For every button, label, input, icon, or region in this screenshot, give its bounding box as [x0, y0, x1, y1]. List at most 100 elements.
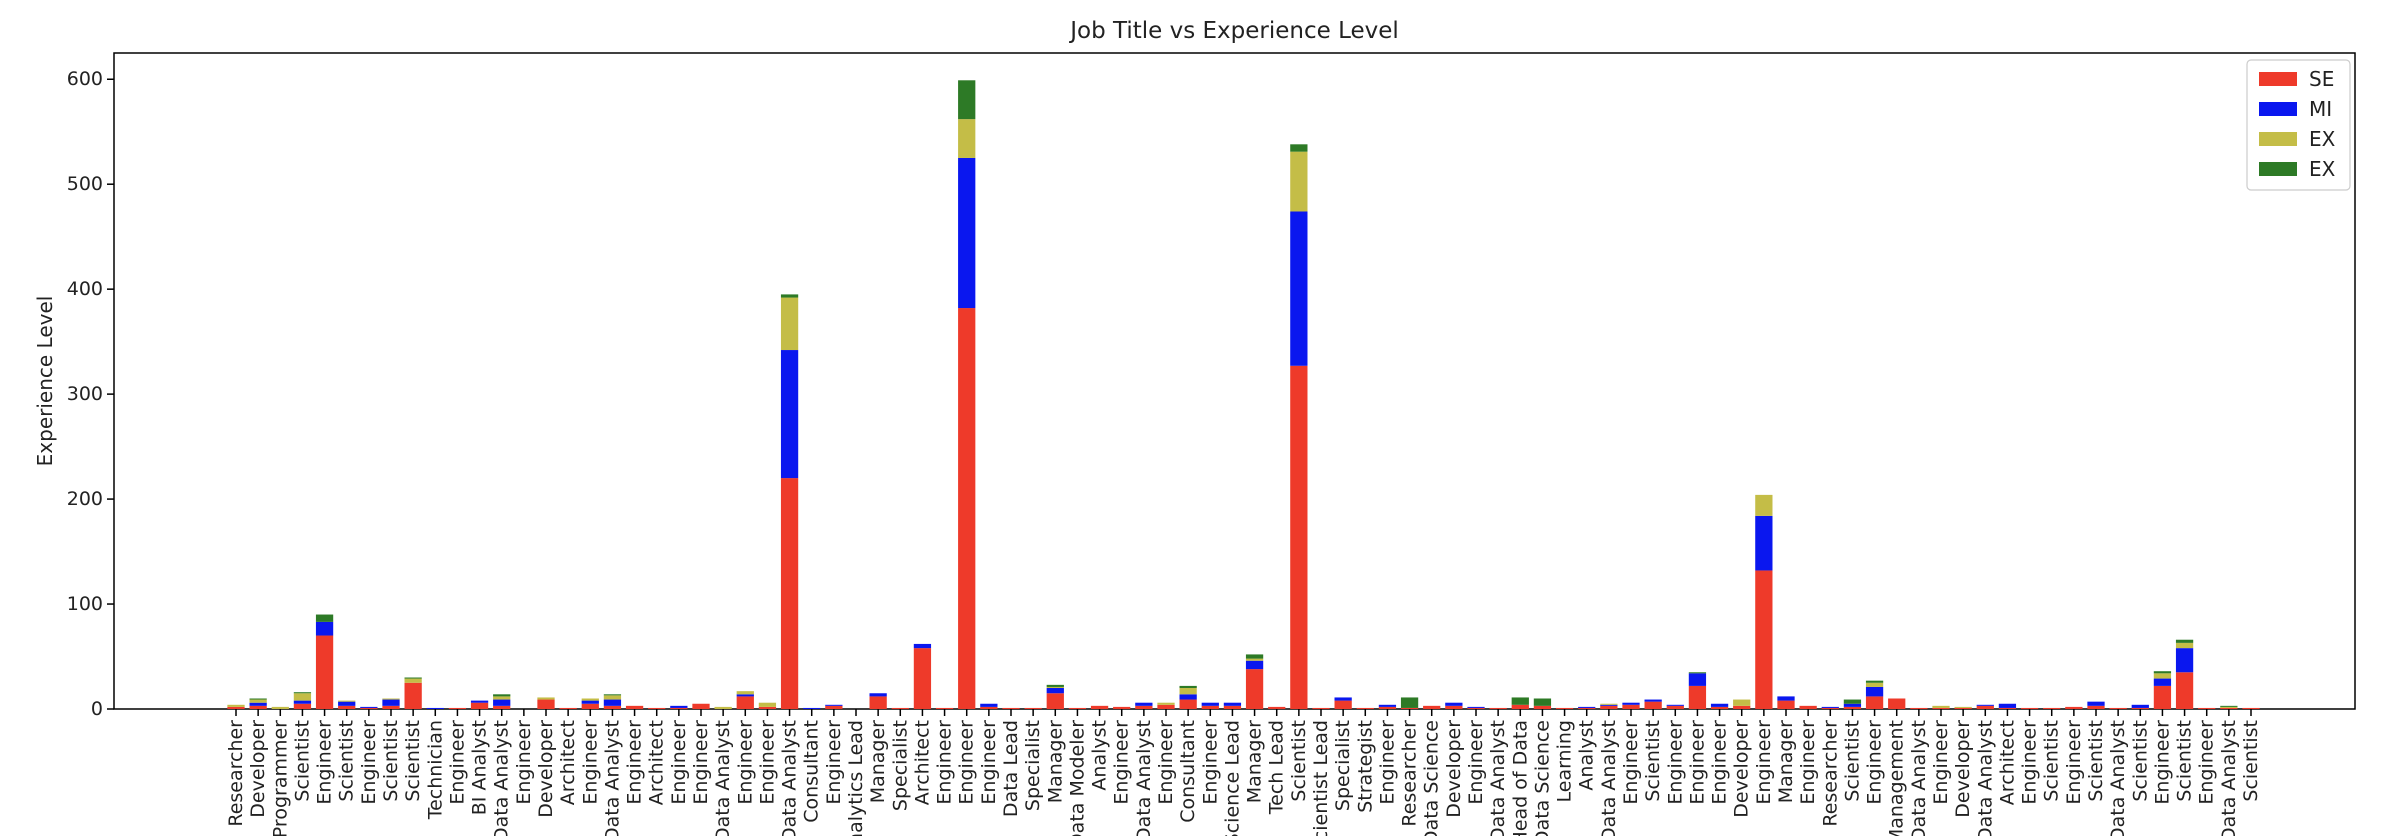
bar-segment-se-0	[1799, 705, 1817, 709]
bar-segment-mi-1	[1600, 704, 1618, 706]
bar-segment-mi-1	[1821, 706, 1839, 708]
bar-segment-se-0	[382, 705, 400, 709]
x-tick-label: Data Lead	[1000, 720, 1022, 817]
x-tick-label: Consultant	[801, 720, 823, 823]
x-tick-label: Manager	[867, 720, 889, 803]
bar-segment-ex-3	[958, 80, 976, 120]
bar-segment-se-0	[581, 703, 599, 709]
x-tick-label: Scientist Lead	[1310, 720, 1332, 836]
bar-segment-se-0	[1910, 707, 1928, 709]
x-tick-label: Data Analyst	[1908, 720, 1930, 836]
bar-segment-ex-2	[404, 678, 422, 683]
x-tick-label: Architect	[557, 720, 579, 805]
x-tick-label: Tech Lead	[1266, 720, 1288, 815]
bar-segment-mi-1	[360, 706, 378, 708]
bar-segment-se-0	[1356, 707, 1374, 709]
bar-segment-se-0	[1400, 707, 1419, 709]
x-tick-label: Management	[1886, 720, 1908, 836]
bar-segment-ex-2	[1954, 706, 1972, 708]
bar-segment-ex-3	[2175, 639, 2194, 643]
bar-segment-se-0	[670, 707, 688, 709]
bar-segment-se-0	[2087, 705, 2105, 709]
x-tick-label: Data Analyst	[1133, 720, 1155, 836]
bar-segment-se-0	[603, 705, 622, 709]
y-axis-label: Experience Level	[33, 296, 57, 467]
bar-segment-ex-3	[1688, 672, 1707, 674]
bar-segment-ex-2	[714, 706, 732, 709]
bar-segment-mi-1	[1710, 703, 1729, 707]
bar-segment-mi-1	[780, 350, 799, 479]
x-tick-label: Engineer	[668, 720, 690, 805]
x-tick-label: Learning	[1554, 720, 1576, 803]
y-tick-label: 300	[67, 383, 103, 405]
x-tick-label: Data Analyst	[2107, 720, 2129, 836]
y-tick-label: 400	[67, 278, 103, 300]
bar-segment-se-0	[493, 705, 511, 709]
bar-segment-mi-1	[1290, 211, 1308, 366]
bar-segment-se-0	[1932, 707, 1950, 709]
bar-segment-ex-2	[1733, 699, 1751, 706]
legend-swatch	[2259, 132, 2297, 146]
x-tick-label: Data Analyst	[491, 720, 513, 836]
x-tick-label: Manager	[1244, 720, 1266, 803]
bar-segment-ex-2	[271, 706, 289, 709]
bar-segment-se-0	[448, 707, 467, 709]
bar-segment-ex-2	[603, 695, 622, 700]
x-tick-label: Engineer	[1686, 720, 1708, 805]
y-tick-label: 200	[67, 488, 103, 510]
bar-segment-mi-1	[1135, 702, 1153, 706]
bar-segment-ex-2	[1932, 705, 1950, 708]
bar-segment-se-0	[1733, 705, 1751, 709]
bar-segment-se-0	[1865, 696, 1884, 709]
bar-segment-ex-2	[1865, 682, 1884, 687]
x-tick-label: Engineer	[1111, 720, 1133, 805]
x-tick-label: Scientist	[1642, 720, 1664, 802]
bar-segment-ex-2	[1600, 703, 1618, 705]
bar-segment-se-0	[1268, 706, 1286, 709]
x-tick-label: Data Science	[1531, 720, 1553, 836]
x-tick-label: Engineer	[513, 720, 535, 805]
bar-segment-se-0	[1179, 699, 1197, 709]
bar-segment-se-0	[2153, 685, 2172, 709]
x-tick-label: Data Analyst	[601, 720, 623, 836]
bar-segment-se-0	[404, 682, 422, 709]
bar-segment-se-0	[1223, 705, 1242, 709]
x-tick-label: Researcher	[225, 720, 247, 827]
bar-segment-se-0	[913, 648, 932, 709]
bar-segment-se-0	[360, 707, 378, 709]
bar-segment-ex-3	[1865, 680, 1884, 683]
bar-segment-se-0	[1622, 704, 1640, 709]
bar-segment-ex-2	[537, 697, 555, 700]
x-tick-label: Engineer	[314, 720, 336, 805]
bar-segment-ex-2	[293, 693, 312, 701]
x-tick-label: Engineer	[1199, 720, 1221, 805]
bar-segment-mi-1	[1046, 688, 1064, 694]
legend-swatch	[2259, 162, 2297, 176]
x-tick-label: Developer	[1443, 720, 1465, 818]
bar-segment-ex-3	[493, 694, 511, 697]
bar-segment-se-0	[1976, 705, 1994, 709]
bar-segment-se-0	[825, 705, 843, 709]
bar-segment-ex-2	[758, 702, 777, 707]
bar-segment-se-0	[1312, 707, 1330, 709]
bar-segment-mi-1	[1223, 702, 1242, 706]
bar-segment-se-0	[1511, 704, 1529, 709]
x-tick-label: Scientist	[2240, 720, 2262, 802]
bar-segment-se-0	[625, 705, 644, 709]
bar-segment-se-0	[1489, 707, 1507, 709]
bar-segment-se-0	[2043, 707, 2061, 709]
bar-segment-ex-3	[1245, 654, 1264, 659]
bar-segment-mi-1	[1334, 697, 1352, 701]
bar-segment-se-0	[1201, 705, 1219, 709]
x-tick-label: Developer	[535, 720, 557, 818]
bar-segment-ex-3	[1179, 685, 1197, 689]
bar-segment-mi-1	[2087, 701, 2105, 706]
bar-segment-se-0	[1090, 705, 1109, 709]
x-tick-label: Scientist	[336, 720, 358, 802]
x-tick-label: Engineer	[956, 720, 978, 805]
x-tick-label: Engineer	[579, 720, 601, 805]
legend-label: EX	[2309, 157, 2336, 181]
bar-segment-se-0	[1046, 693, 1064, 709]
bar-segment-ex-3	[1046, 684, 1064, 687]
